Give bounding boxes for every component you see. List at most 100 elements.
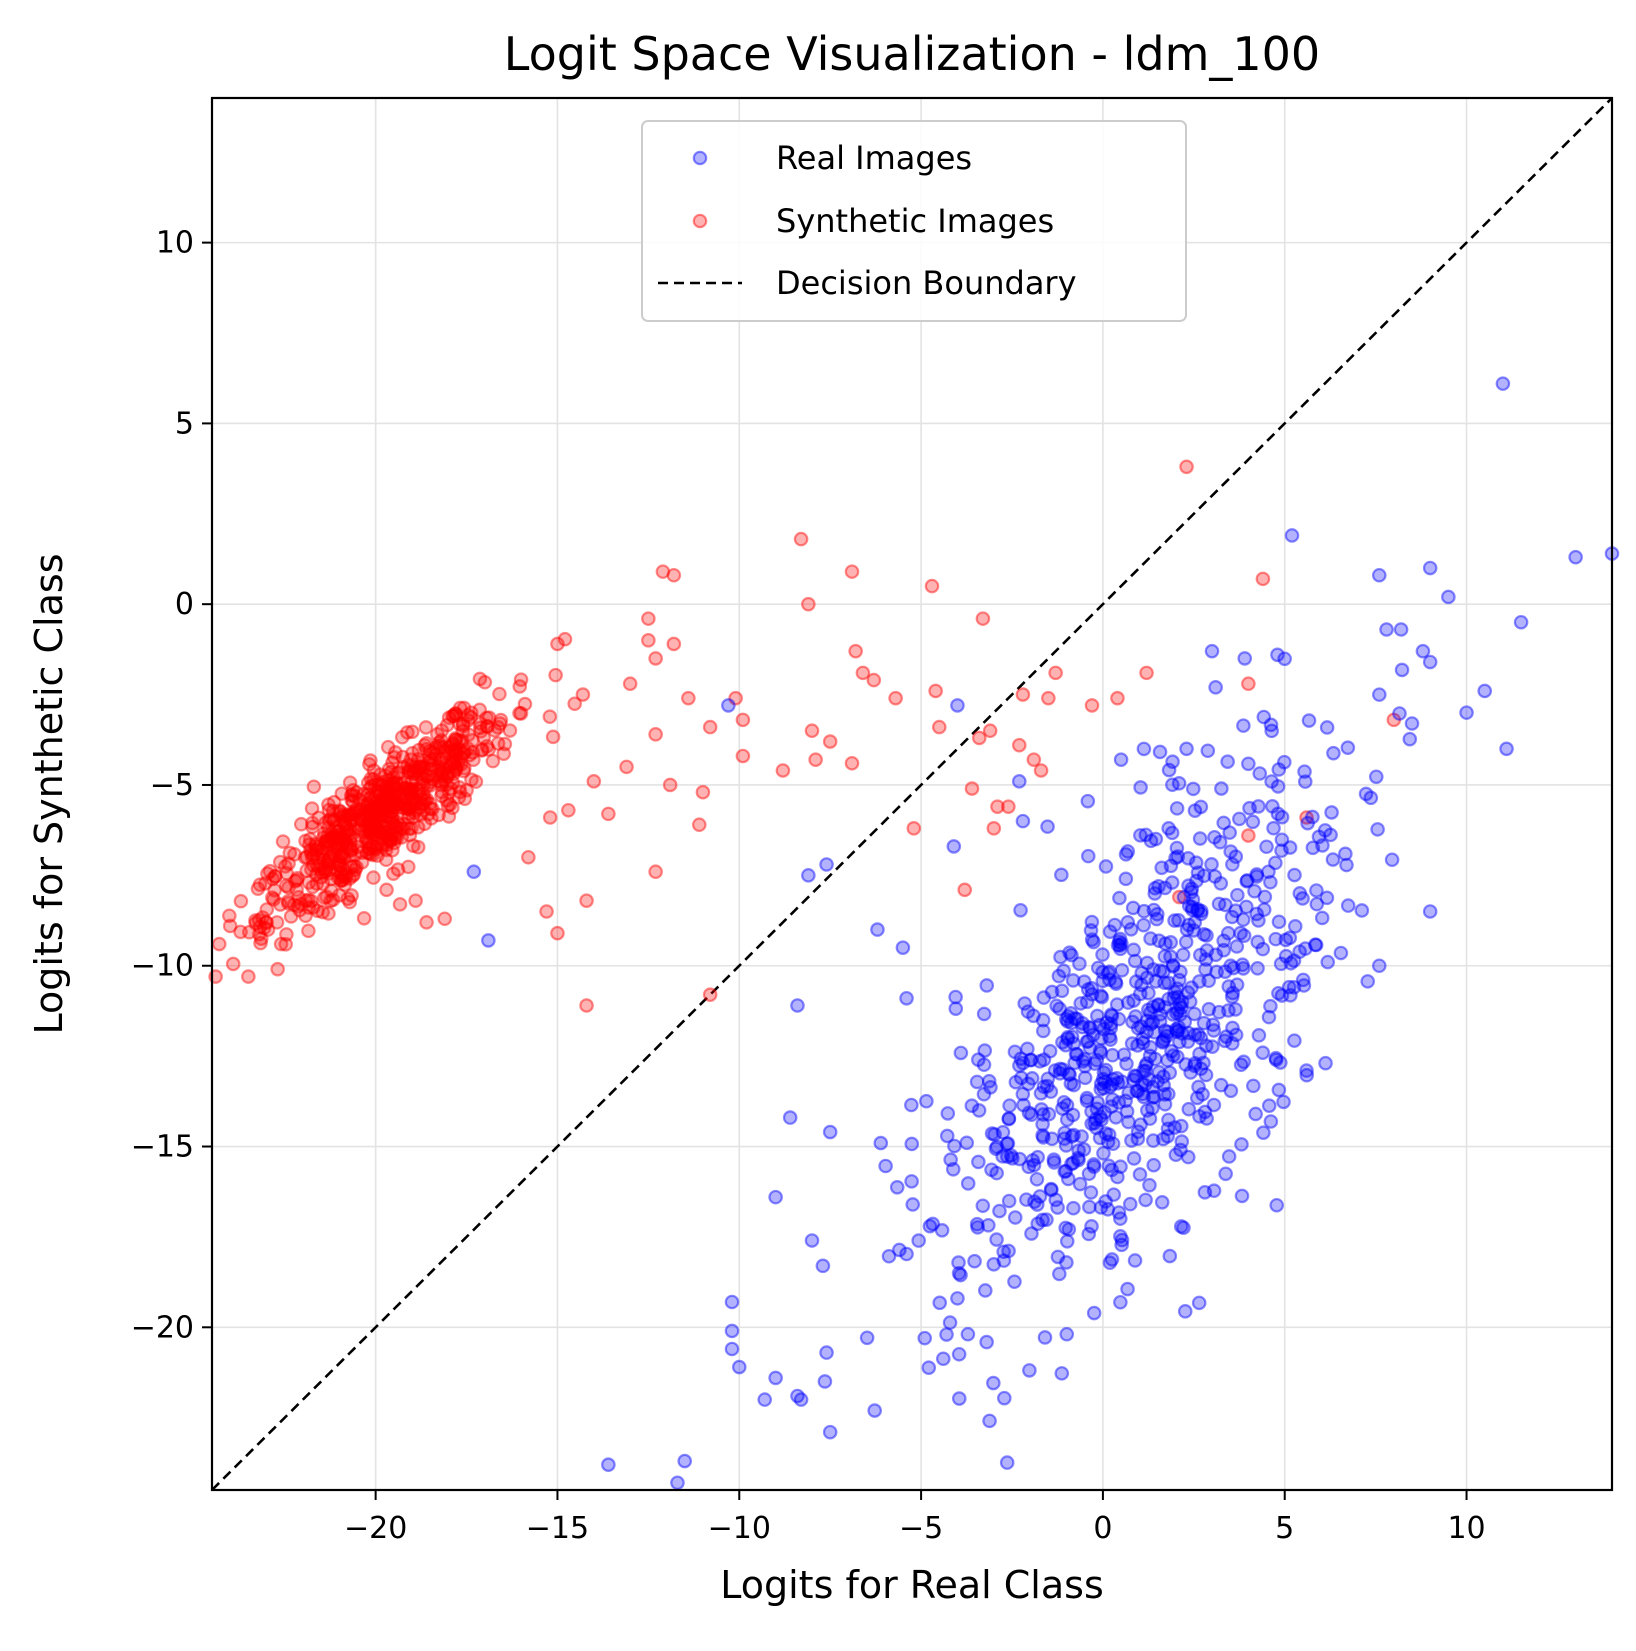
- real-image-point: [1072, 1176, 1088, 1192]
- real-image-point: [1415, 643, 1431, 659]
- real-image-point: [1083, 923, 1099, 938]
- synthetic-image-point: [363, 846, 378, 862]
- synthetic-image-point: [333, 804, 348, 820]
- x-tick-label: 10: [1447, 1511, 1485, 1546]
- real-image-point: [1162, 1248, 1178, 1264]
- real-image-point: [1277, 651, 1292, 667]
- synthetic-image-point: [455, 723, 471, 739]
- real-image-point: [1121, 1085, 1137, 1101]
- synthetic-image-point: [308, 838, 324, 854]
- real-image-point: [1211, 896, 1227, 912]
- synthetic-image-point: [392, 817, 407, 832]
- real-image-point: [1121, 1114, 1136, 1130]
- real-image-point: [1024, 1226, 1039, 1241]
- synthetic-image-point: [448, 761, 464, 777]
- real-image-point: [1161, 975, 1176, 991]
- synthetic-image-point: [334, 866, 350, 881]
- real-image-point: [1229, 939, 1245, 954]
- synthetic-image-point: [380, 785, 395, 800]
- real-image-point: [1120, 995, 1136, 1010]
- synthetic-image-point: [309, 843, 325, 859]
- real-image-point: [1176, 889, 1192, 905]
- real-image-point: [1101, 1158, 1117, 1174]
- synthetic-image-point: [367, 809, 383, 824]
- real-image-point: [782, 1110, 798, 1125]
- real-image-point: [1176, 1220, 1191, 1236]
- synthetic-image-point: [445, 743, 460, 759]
- real-image-point: [1192, 1046, 1207, 1062]
- real-image-point: [1007, 1044, 1023, 1060]
- real-image-point: [1105, 1092, 1120, 1107]
- synthetic-image-point: [399, 798, 414, 813]
- synthetic-image-point: [434, 723, 450, 738]
- real-image-point: [1100, 1202, 1116, 1217]
- real-image-point: [1114, 962, 1130, 978]
- synthetic-image-point: [402, 783, 418, 798]
- real-image-point: [1173, 1118, 1189, 1134]
- real-image-point: [1163, 949, 1178, 964]
- y-tick-label: −10: [131, 949, 194, 984]
- real-image-point: [1181, 898, 1197, 914]
- synthetic-image-point: [448, 760, 464, 775]
- real-image-point: [1160, 1121, 1176, 1137]
- synthetic-image-point: [357, 828, 373, 844]
- synthetic-image-point: [567, 696, 582, 712]
- synthetic-image-point: [241, 924, 257, 940]
- synthetic-image-point: [432, 740, 448, 756]
- real-image-point: [1127, 1253, 1143, 1268]
- real-image-point: [1079, 994, 1095, 1010]
- real-image-point: [1299, 1067, 1315, 1083]
- synthetic-image-point: [691, 817, 707, 833]
- real-image-point: [1056, 1094, 1072, 1110]
- synthetic-image-point: [375, 837, 390, 853]
- synthetic-image-point: [385, 775, 401, 791]
- synthetic-image-point: [388, 788, 403, 804]
- synthetic-image-point: [388, 745, 403, 760]
- real-image-point: [1255, 1045, 1271, 1060]
- synthetic-image-point: [957, 882, 973, 898]
- synthetic-image-point: [368, 788, 384, 804]
- synthetic-image-point: [381, 809, 397, 824]
- real-image-point: [1156, 1032, 1172, 1047]
- synthetic-image-point: [404, 821, 419, 836]
- synthetic-image-point: [347, 862, 363, 878]
- real-image-point: [1015, 1055, 1031, 1071]
- real-image-point: [1037, 1330, 1053, 1345]
- real-image-point: [873, 1135, 889, 1151]
- real-image-point: [1499, 741, 1514, 757]
- real-image-point: [1225, 1020, 1240, 1036]
- real-image-point: [1089, 1120, 1104, 1136]
- synthetic-image-point: [405, 766, 421, 782]
- real-image-point: [1157, 1023, 1173, 1038]
- real-image-point: [1264, 723, 1279, 739]
- real-image-point: [1219, 1029, 1234, 1044]
- synthetic-image-point: [269, 915, 285, 930]
- real-image-point: [895, 940, 911, 955]
- real-image-point: [1094, 1031, 1109, 1046]
- real-image-point: [989, 1165, 1004, 1181]
- synthetic-image-point: [330, 836, 346, 851]
- real-image-point: [1103, 1020, 1119, 1036]
- synthetic-image-point: [437, 911, 453, 927]
- real-image-point: [899, 990, 914, 1006]
- synthetic-image-point: [260, 866, 275, 881]
- real-image-point: [971, 1154, 986, 1170]
- synthetic-image-point: [252, 919, 268, 935]
- synthetic-image-point: [330, 857, 345, 872]
- synthetic-image-point: [404, 782, 419, 798]
- synthetic-image-point: [473, 724, 489, 739]
- synthetic-image-point: [370, 848, 385, 863]
- synthetic-image-point: [855, 665, 871, 681]
- synthetic-image-point: [370, 824, 386, 840]
- real-image-point: [1138, 1063, 1153, 1079]
- synthetic-image-point: [340, 808, 356, 823]
- synthetic-image-point: [401, 782, 416, 797]
- synthetic-image-point: [265, 890, 280, 905]
- synthetic-image-point: [361, 803, 376, 818]
- synthetic-image-point: [413, 759, 429, 774]
- real-image-point: [1234, 1137, 1249, 1152]
- real-image-point: [1145, 1133, 1161, 1148]
- real-image-point: [1278, 948, 1294, 964]
- synthetic-image-point: [351, 820, 367, 836]
- real-image-point: [1360, 974, 1376, 989]
